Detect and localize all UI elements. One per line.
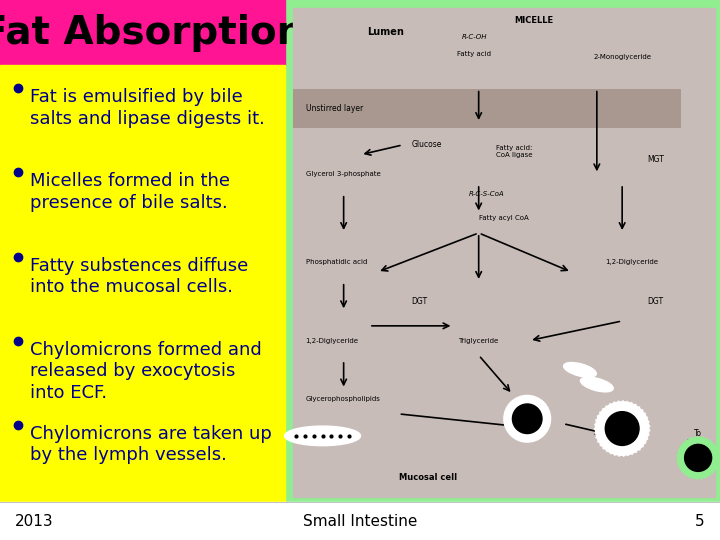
- Text: Fatty acid:
CoA ligase: Fatty acid: CoA ligase: [495, 145, 532, 158]
- Text: 2-Monoglyceride: 2-Monoglyceride: [593, 54, 651, 60]
- Text: Glycerol 3-phosphate: Glycerol 3-phosphate: [306, 171, 380, 177]
- Text: Chylomicrons are taken up
by the lymph vessels.: Chylomicrons are taken up by the lymph v…: [30, 425, 272, 464]
- Text: 1,2-Diglyceride: 1,2-Diglyceride: [606, 259, 658, 265]
- Text: Fatty substences diffuse
into the mucosal cells.: Fatty substences diffuse into the mucosa…: [30, 256, 248, 296]
- Text: Fat Absorption: Fat Absorption: [0, 14, 304, 51]
- Bar: [0, 65, 285, 502]
- Text: Unstirred layer: Unstirred layer: [306, 104, 363, 113]
- Ellipse shape: [284, 426, 361, 445]
- Text: DGT: DGT: [647, 297, 664, 306]
- Text: Phosphatidic acid: Phosphatidic acid: [306, 259, 367, 265]
- Text: Chylomicrons formed and
released by exocytosis
into ECF.: Chylomicrons formed and released by exoc…: [30, 341, 262, 402]
- Text: Fatty acid: Fatty acid: [457, 51, 492, 57]
- Circle shape: [595, 401, 649, 456]
- Circle shape: [685, 444, 711, 471]
- Text: MGT: MGT: [647, 155, 665, 164]
- Circle shape: [504, 395, 550, 442]
- Text: MICELLE: MICELLE: [514, 16, 553, 25]
- Text: Mucosal cell: Mucosal cell: [399, 473, 457, 482]
- Bar: [293, 8, 715, 497]
- Text: To
lymph: To lymph: [686, 429, 710, 448]
- Circle shape: [677, 437, 719, 479]
- Bar: [0, 0, 285, 65]
- Text: 2013: 2013: [15, 514, 53, 529]
- Text: Small Intestine: Small Intestine: [303, 514, 417, 529]
- Text: Lumen: Lumen: [367, 28, 404, 37]
- Text: R-C-S-CoA: R-C-S-CoA: [469, 191, 505, 197]
- Text: Fat is emulsified by bile
salts and lipase digests it.: Fat is emulsified by bile salts and lipa…: [30, 88, 265, 127]
- Text: Glycerophospholipids: Glycerophospholipids: [306, 396, 381, 402]
- Text: Triglyceride: Triglyceride: [459, 338, 499, 343]
- Bar: [293, 89, 681, 128]
- Bar: [0, 502, 720, 540]
- Ellipse shape: [580, 377, 613, 392]
- Bar: [285, 0, 720, 540]
- Text: R-C-OH: R-C-OH: [462, 35, 487, 40]
- Text: DGT: DGT: [412, 297, 428, 306]
- Ellipse shape: [564, 362, 596, 377]
- Text: Glucose: Glucose: [411, 140, 441, 150]
- Circle shape: [606, 411, 639, 446]
- Circle shape: [513, 404, 542, 434]
- Text: 1,2-Diglyceride: 1,2-Diglyceride: [306, 338, 359, 343]
- Text: Micelles formed in the
presence of bile salts.: Micelles formed in the presence of bile …: [30, 172, 230, 212]
- Text: 5: 5: [696, 514, 705, 529]
- Text: Fatty acyl CoA: Fatty acyl CoA: [479, 215, 528, 221]
